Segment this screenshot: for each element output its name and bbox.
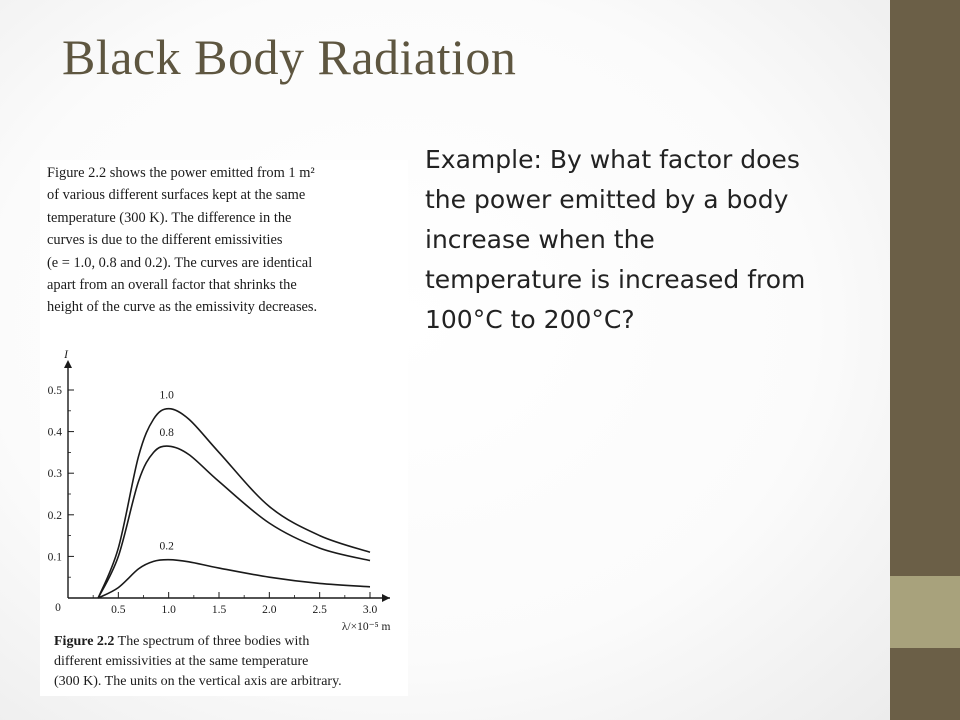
sidebar-bar-accent [890, 576, 960, 648]
y-tick-label: 0.4 [48, 427, 63, 439]
series-line-1-0 [97, 407, 371, 599]
example-question: Example: By what factor does the power e… [425, 140, 887, 340]
question-line: 100°C to 200°C? [425, 305, 635, 334]
series-line-0-2 [97, 558, 371, 599]
x-axis-arrow [382, 594, 390, 602]
description-line: (e = 1.0, 0.8 and 0.2). The curves are i… [47, 254, 313, 271]
description-line: of various different surfaces kept at th… [47, 187, 306, 204]
series-label: 0.8 [159, 427, 174, 439]
caption-line: different emissivities at the same tempe… [54, 654, 309, 669]
y-axis-label: I [63, 350, 69, 361]
sidebar-bar-top [890, 0, 960, 576]
slide-title: Black Body Radiation [62, 29, 517, 85]
y-tick-label: 0.3 [48, 468, 63, 480]
x-tick-label: 1.0 [161, 604, 176, 616]
series-label: 1.0 [159, 390, 174, 402]
emissivity-spectrum-chart: 0.5 1.0 1.5 2.0 2.5 3.0 0 0.1 0.2 0.3 0.4 0.5 Iλ/×10… [48, 350, 391, 630]
question-line: the power emitted by a body [425, 185, 789, 214]
origin-label: 0 [55, 602, 61, 614]
y-tick-label: 0.5 [48, 385, 63, 397]
caption-line: Figure 2.2 The spectrum of three bodies … [54, 632, 408, 652]
y-tick-label: 0.1 [48, 551, 63, 563]
series-label: 0.2 [159, 541, 174, 553]
x-tick-label: 0.5 [111, 604, 126, 616]
question-line: increase when the [425, 225, 655, 254]
x-axis-label: λ/×10⁻⁵ m [342, 621, 391, 630]
y-axis-arrow [64, 360, 72, 368]
x-tick-label: 2.5 [312, 604, 327, 616]
question-line: temperature is increased from [425, 265, 806, 294]
figure-description: Figure 2.2 shows the power emitted from … [47, 162, 407, 319]
sidebar-bar-bottom [890, 648, 960, 720]
description-line: height of the curve as the emissivity de… [47, 299, 318, 316]
x-tick-label: 3.0 [363, 604, 378, 616]
description-line: Figure 2.2 shows the power emitted from … [47, 165, 315, 181]
description-line: apart from an overall factor that shrink… [47, 277, 297, 294]
figure-caption: Figure 2.2 The spectrum of three bodies … [54, 632, 408, 692]
x-tick-label: 1.5 [212, 604, 227, 616]
textbook-figure: Figure 2.2 shows the power emitted from … [40, 160, 408, 696]
description-line: curves is due to the different emissivit… [47, 232, 283, 249]
x-tick-label: 2.0 [262, 604, 277, 616]
caption-line: (300 K). The units on the vertical axis … [54, 674, 342, 689]
question-line: Example: By what factor does [425, 145, 800, 174]
caption-label: Figure 2.2 [54, 634, 115, 649]
description-line: temperature (300 K). The difference in t… [47, 209, 292, 226]
y-tick-label: 0.2 [48, 510, 63, 522]
caption-text: The spectrum of three bodies with [114, 634, 310, 649]
series-line-0-8 [97, 445, 371, 599]
